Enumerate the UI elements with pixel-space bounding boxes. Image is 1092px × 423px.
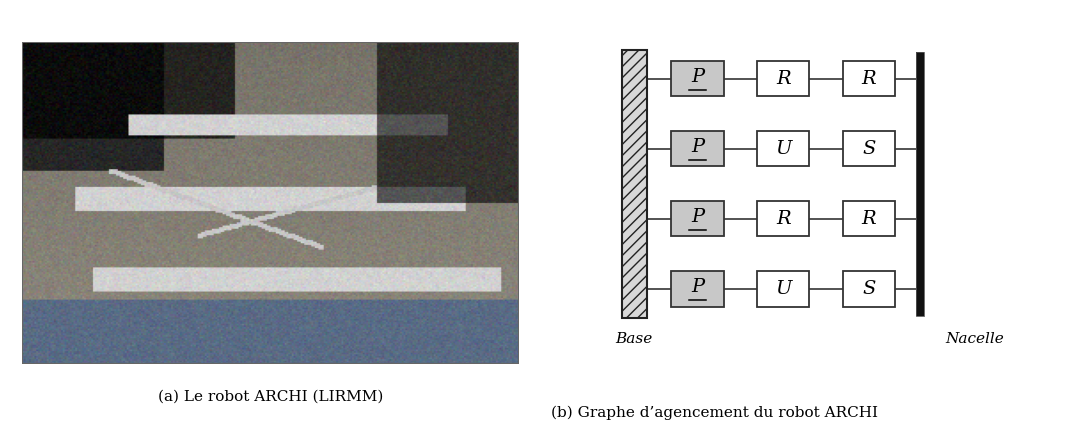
- Text: U: U: [775, 140, 792, 158]
- Text: (a) Le robot ARCHI (LIRMM): (a) Le robot ARCHI (LIRMM): [157, 389, 383, 403]
- Text: R: R: [776, 210, 791, 228]
- Text: S: S: [862, 140, 876, 158]
- Text: Nacelle: Nacelle: [946, 332, 1004, 346]
- Text: (b) Graphe d’agencement du robot ARCHI: (b) Graphe d’agencement du robot ARCHI: [551, 406, 878, 420]
- Bar: [672, 61, 724, 96]
- Text: R: R: [776, 70, 791, 88]
- Text: U: U: [775, 280, 792, 298]
- Bar: [757, 272, 809, 307]
- Bar: [843, 201, 895, 236]
- Bar: [843, 132, 895, 166]
- Text: P: P: [691, 208, 704, 225]
- Bar: [672, 272, 724, 307]
- Bar: [757, 201, 809, 236]
- Bar: [843, 61, 895, 96]
- Bar: [672, 201, 724, 236]
- Bar: [843, 272, 895, 307]
- Bar: [915, 52, 924, 316]
- Text: R: R: [862, 210, 876, 228]
- Text: P: P: [691, 68, 704, 85]
- Text: R: R: [862, 70, 876, 88]
- Bar: [757, 61, 809, 96]
- Bar: [672, 132, 724, 166]
- Bar: [757, 132, 809, 166]
- Bar: [915, 52, 924, 316]
- Text: P: P: [691, 277, 704, 296]
- Bar: [621, 49, 646, 318]
- Text: P: P: [691, 137, 704, 156]
- Text: S: S: [862, 280, 876, 298]
- Text: Base: Base: [616, 332, 653, 346]
